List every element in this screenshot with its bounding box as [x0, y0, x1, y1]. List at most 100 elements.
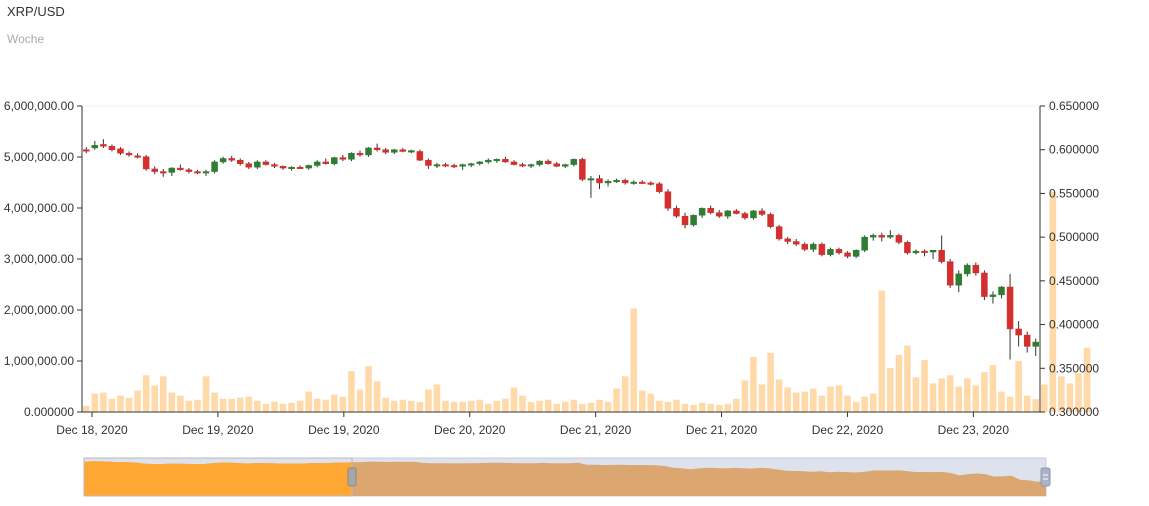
- volume-bar: [296, 400, 304, 412]
- candle: [91, 140, 99, 150]
- candle-body: [177, 167, 184, 171]
- candle-body: [194, 171, 201, 174]
- volume-bar: [125, 397, 133, 412]
- candle-body: [254, 161, 261, 168]
- candle-body: [305, 165, 312, 169]
- navigator-right-handle[interactable]: [1040, 467, 1051, 487]
- volume-bar: [955, 386, 963, 412]
- candle: [630, 180, 637, 185]
- candle: [673, 205, 680, 218]
- volume-bar: [382, 397, 389, 412]
- volume-bar: [83, 405, 90, 412]
- candle-body: [673, 208, 680, 217]
- volume-bar: [827, 386, 834, 412]
- volume-bar: [904, 345, 911, 412]
- candle-body: [955, 273, 962, 286]
- volume-bar: [758, 384, 766, 412]
- candle: [895, 233, 903, 245]
- volume-bar: [228, 398, 235, 412]
- candle: [972, 262, 980, 276]
- candle: [271, 162, 278, 169]
- volume-bar: [476, 399, 484, 412]
- volume-bar: [733, 398, 740, 412]
- candle-body: [125, 152, 133, 156]
- candle: [1023, 331, 1031, 353]
- volume-bar: [527, 401, 535, 412]
- chart-title: XRP/USD: [7, 4, 65, 19]
- navigator-left-handle[interactable]: [347, 467, 357, 487]
- candle-body: [168, 167, 176, 173]
- candle-body: [1006, 286, 1014, 330]
- candle: [784, 237, 791, 245]
- candle: [955, 270, 962, 293]
- candle: [279, 165, 287, 170]
- volume-bar: [553, 403, 560, 412]
- candle-body: [827, 249, 834, 255]
- candle: [587, 175, 595, 198]
- candle: [313, 160, 321, 168]
- candle-body: [493, 159, 501, 162]
- candle-body: [998, 286, 1005, 296]
- candle: [459, 163, 466, 170]
- volume-bar: [331, 394, 338, 412]
- candle-body: [331, 157, 338, 164]
- candle: [83, 147, 90, 154]
- volume-bar: [108, 398, 116, 412]
- volume-bar: [151, 385, 158, 412]
- candle-body: [647, 182, 655, 185]
- volume-bar: [1083, 347, 1091, 412]
- candle-body: [579, 159, 586, 180]
- candle: [348, 152, 355, 162]
- volume-bar: [279, 403, 287, 412]
- candle-body: [262, 161, 270, 165]
- x-axis-label: Dec 22, 2020: [812, 423, 884, 437]
- candle: [750, 210, 757, 220]
- candle: [989, 291, 997, 304]
- candle: [185, 168, 193, 174]
- x-axis-label: Dec 19, 2020: [182, 423, 254, 437]
- candle-body: [698, 208, 706, 216]
- candle: [664, 189, 672, 211]
- volume-bar: [262, 403, 270, 412]
- candle: [493, 158, 501, 163]
- candle: [767, 212, 774, 229]
- volume-bar: [878, 290, 886, 412]
- range-navigator[interactable]: [83, 457, 1051, 497]
- candle-body: [442, 164, 449, 167]
- volume-bar: [1066, 383, 1074, 412]
- volume-bar: [929, 383, 937, 412]
- candle-body: [946, 261, 954, 286]
- candle: [852, 249, 860, 259]
- candle: [219, 156, 227, 164]
- candle: [151, 166, 158, 175]
- x-axis-label: Dec 19, 2020: [308, 423, 380, 437]
- volume-bar: [835, 385, 843, 412]
- volume-bar: [1015, 361, 1022, 412]
- candle: [228, 155, 235, 162]
- candle: [536, 160, 543, 167]
- volume-bar: [613, 388, 620, 412]
- candle: [450, 163, 458, 169]
- candle-body: [117, 148, 124, 154]
- candle: [100, 139, 107, 148]
- candle: [125, 151, 133, 157]
- volume-bar: [177, 395, 184, 412]
- candle: [698, 207, 706, 218]
- candle-body: [339, 157, 347, 160]
- candle: [681, 212, 689, 229]
- candle-body: [639, 181, 646, 184]
- candle-body: [245, 163, 253, 168]
- volume-bar: [1006, 396, 1014, 412]
- candle: [912, 249, 920, 255]
- volume-bar: [981, 372, 988, 412]
- candle-body: [562, 164, 569, 167]
- candle: [707, 205, 714, 215]
- x-axis-label: Dec 20, 2020: [434, 423, 506, 437]
- candle-body: [160, 171, 167, 174]
- candle-body: [322, 161, 330, 164]
- volume-bar: [604, 401, 612, 412]
- candle: [194, 169, 201, 175]
- candle: [604, 179, 612, 187]
- left-axis-label: 4,000,000.00: [4, 201, 74, 215]
